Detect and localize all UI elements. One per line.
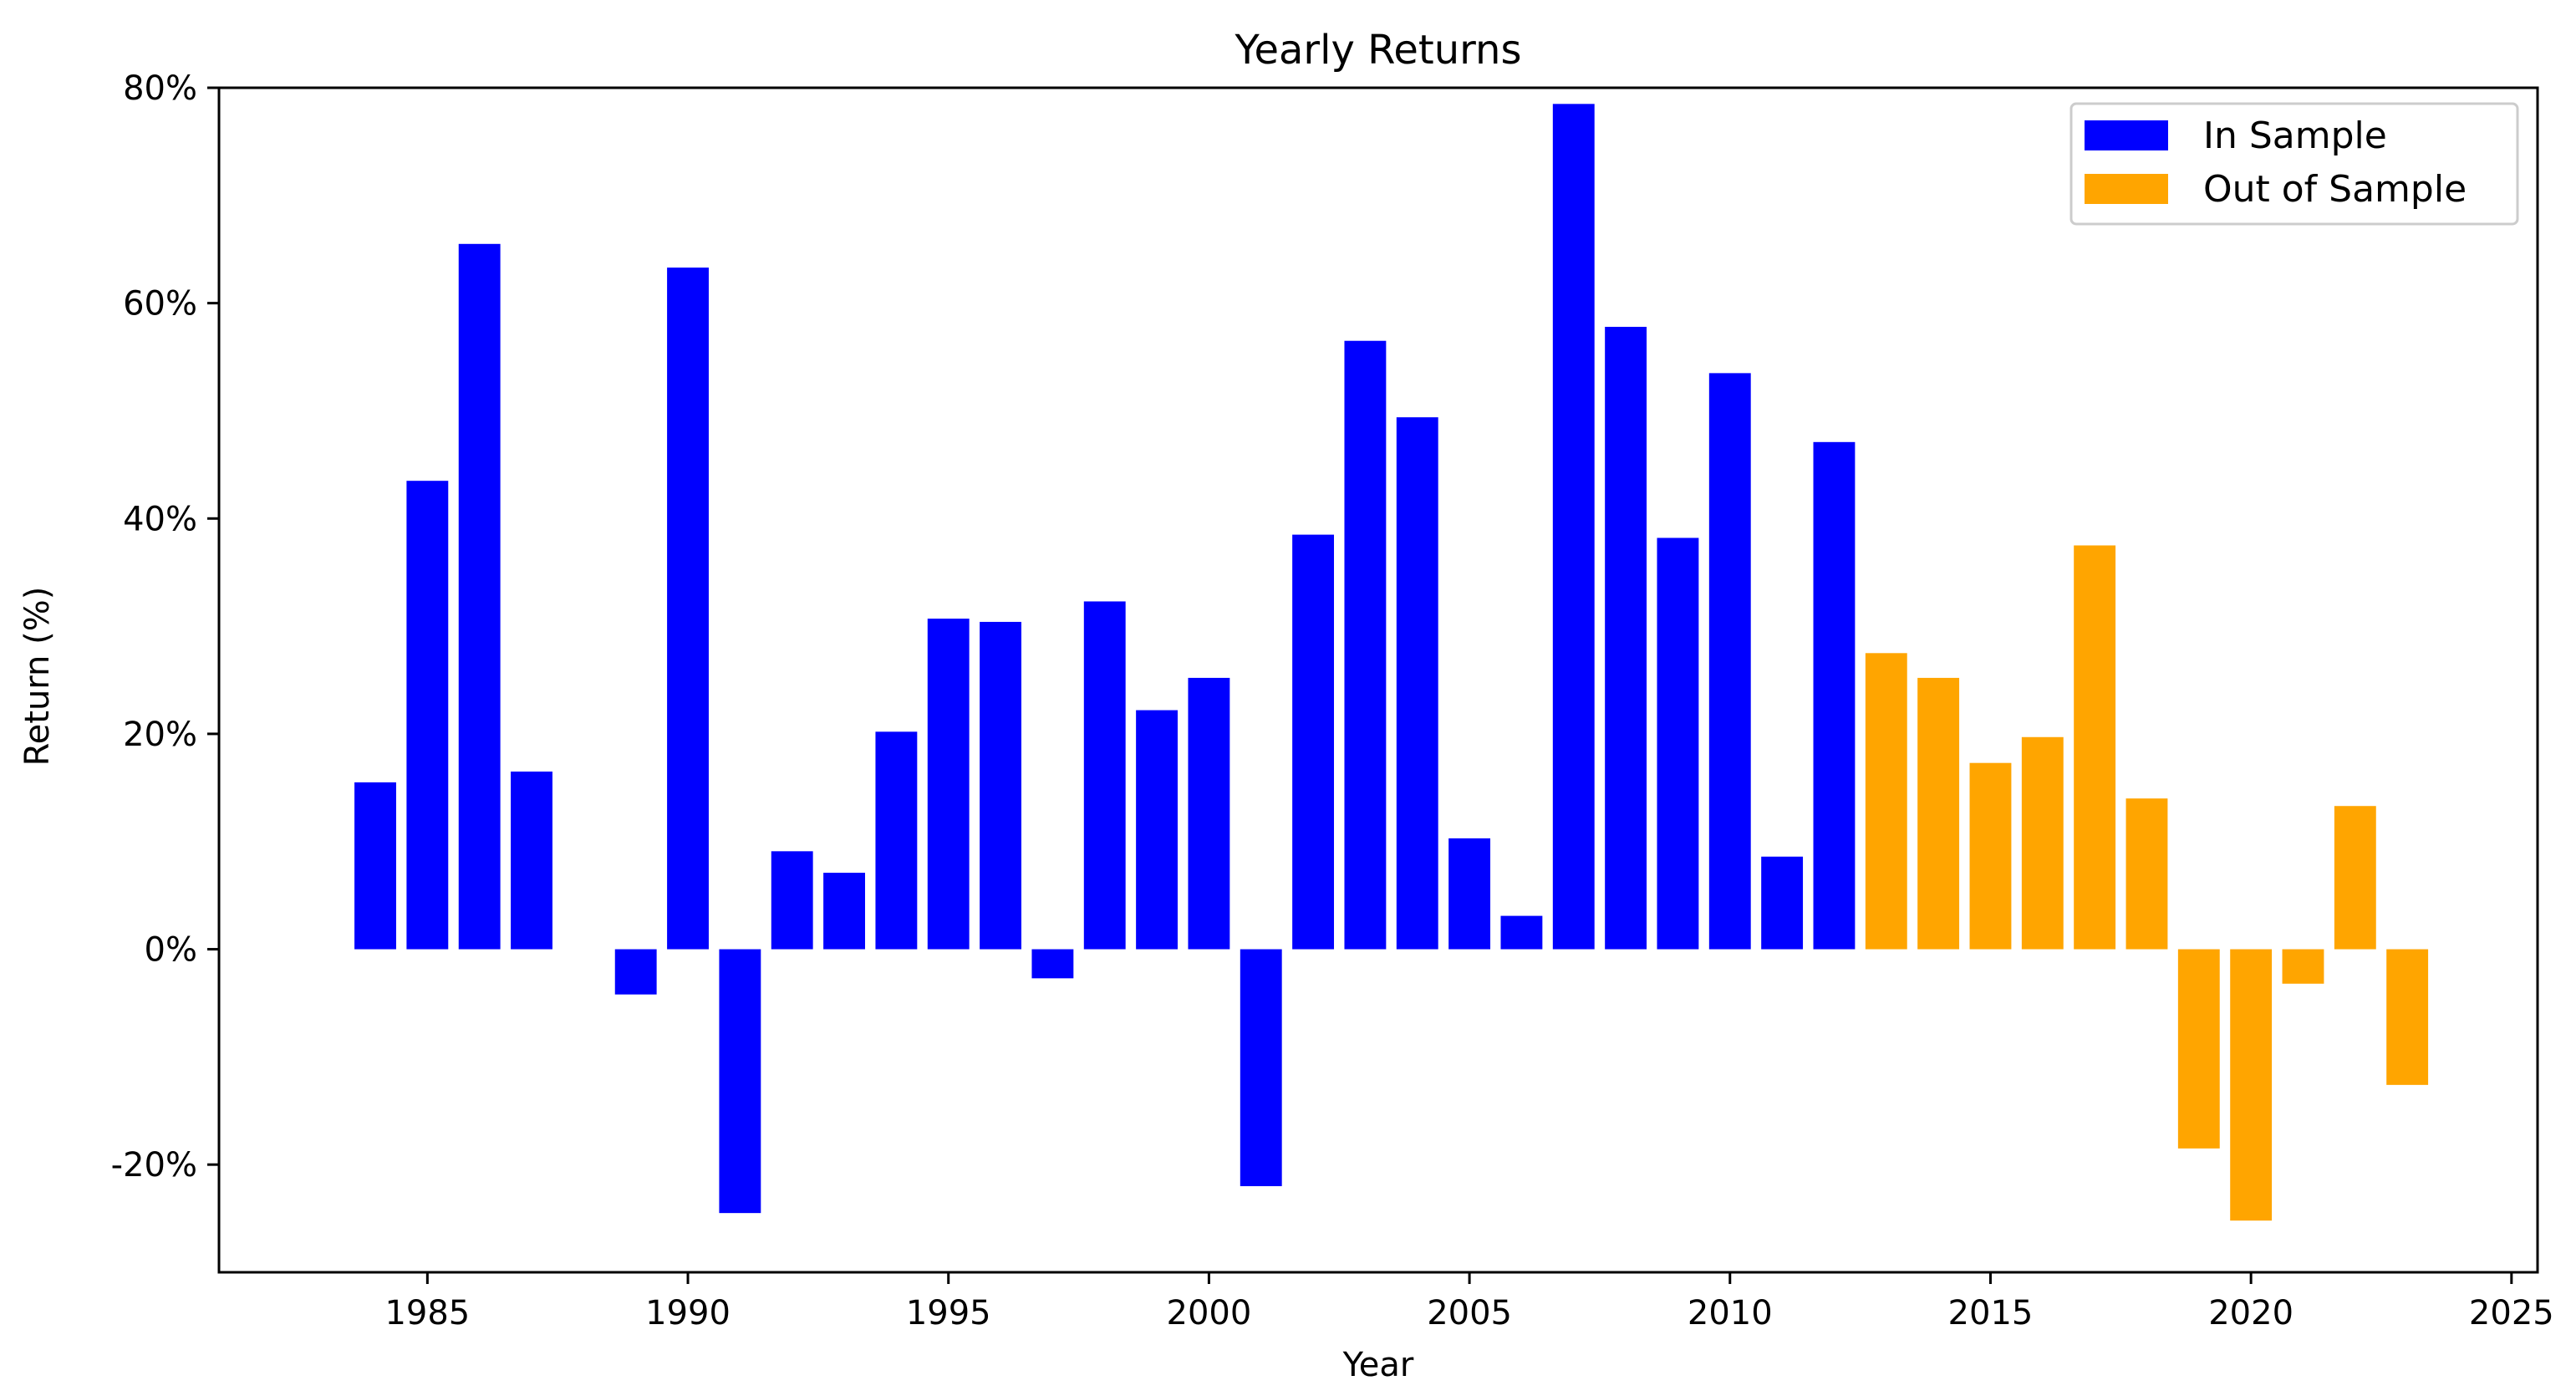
x-tick-label-1985: 1985: [384, 1294, 470, 1332]
bar-in-sample-1990: [667, 267, 709, 950]
y-tick-label-60: 60%: [123, 285, 197, 324]
x-tick-label-2000: 2000: [1167, 1294, 1252, 1332]
axes-layer: 1985 1990 1995 2000 2005 2010 2015 2020 2025 -20%…: [111, 69, 2554, 1332]
y-tick-label-80: 80%: [123, 69, 197, 108]
x-tick-label-2005: 2005: [1427, 1294, 1512, 1332]
bar-in-sample-2007: [1552, 104, 1595, 950]
bar-in-sample-1991: [719, 949, 761, 1214]
bar-in-sample-2000: [1188, 677, 1230, 950]
y-tick-label-0: 0%: [145, 931, 197, 970]
bar-in-sample-2004: [1396, 417, 1438, 950]
bar-in-sample-1998: [1083, 601, 1126, 950]
bar-in-sample-1999: [1136, 710, 1178, 950]
bar-in-sample-2001: [1240, 949, 1282, 1186]
y-tick-label-20: 20%: [123, 716, 197, 754]
bar-in-sample-1992: [771, 851, 813, 950]
bar-in-sample-2005: [1448, 838, 1491, 950]
legend-label-out-of-sample: Out of Sample: [2203, 168, 2467, 211]
bar-out-of-sample-2016: [2021, 736, 2064, 950]
bar-in-sample-2012: [1813, 441, 1856, 950]
plot-frame: [217, 86, 2539, 1274]
bar-in-sample-1987: [511, 772, 552, 950]
bar-in-sample-1989: [614, 949, 657, 995]
x-tick-label-1995: 1995: [906, 1294, 991, 1332]
bar-out-of-sample-2018: [2125, 798, 2168, 950]
bar-in-sample-1986: [458, 243, 501, 950]
bar-out-of-sample-2014: [1917, 677, 1960, 950]
y-axis-label: Return (%): [18, 587, 57, 767]
bar-out-of-sample-2022: [2334, 806, 2376, 950]
bar-in-sample-2008: [1605, 326, 1647, 950]
y-tick-label-40: 40%: [123, 500, 197, 538]
bar-out-of-sample-2017: [2074, 545, 2116, 950]
bar-out-of-sample-2019: [2177, 949, 2220, 1149]
x-axis-label: Year: [1342, 1346, 1414, 1384]
legend-swatch-out-of-sample: [2085, 174, 2168, 204]
legend: In Sample Out of Sample: [2069, 102, 2519, 226]
bar-out-of-sample-2013: [1865, 653, 1907, 950]
y-tick-label--20: -20%: [111, 1146, 197, 1185]
bar-in-sample-1997: [1031, 949, 1074, 979]
x-tick-label-1990: 1990: [645, 1294, 731, 1332]
bar-in-sample-2003: [1344, 340, 1387, 950]
x-tick-label-2010: 2010: [1688, 1294, 1773, 1332]
bar-in-sample-1996: [980, 621, 1021, 950]
bar-in-sample-2009: [1657, 538, 1699, 950]
bar-in-sample-1984: [354, 782, 396, 950]
bar-in-sample-1994: [875, 731, 918, 950]
legend-swatch-in-sample: [2085, 120, 2168, 150]
bar-in-sample-2010: [1708, 373, 1751, 950]
bar-out-of-sample-2020: [2230, 949, 2273, 1221]
x-tick-label-2020: 2020: [2208, 1294, 2293, 1332]
bars-layer: [354, 104, 2429, 1221]
x-tick-label-2015: 2015: [1948, 1294, 2034, 1332]
bar-in-sample-2002: [1292, 534, 1335, 950]
legend-box: [2069, 102, 2519, 226]
x-tick-label-2025: 2025: [2469, 1294, 2554, 1332]
bar-in-sample-1993: [823, 873, 865, 950]
bar-out-of-sample-2023: [2386, 949, 2429, 1085]
bar-in-sample-2006: [1500, 915, 1543, 950]
bar-out-of-sample-2015: [1969, 762, 2012, 950]
bar-in-sample-1995: [927, 619, 970, 950]
bar-in-sample-1985: [406, 481, 449, 950]
chart-title: Yearly Returns: [1235, 27, 1522, 74]
legend-label-in-sample: In Sample: [2203, 115, 2387, 157]
bar-out-of-sample-2021: [2282, 949, 2324, 984]
bar-in-sample-2011: [1761, 856, 1804, 950]
